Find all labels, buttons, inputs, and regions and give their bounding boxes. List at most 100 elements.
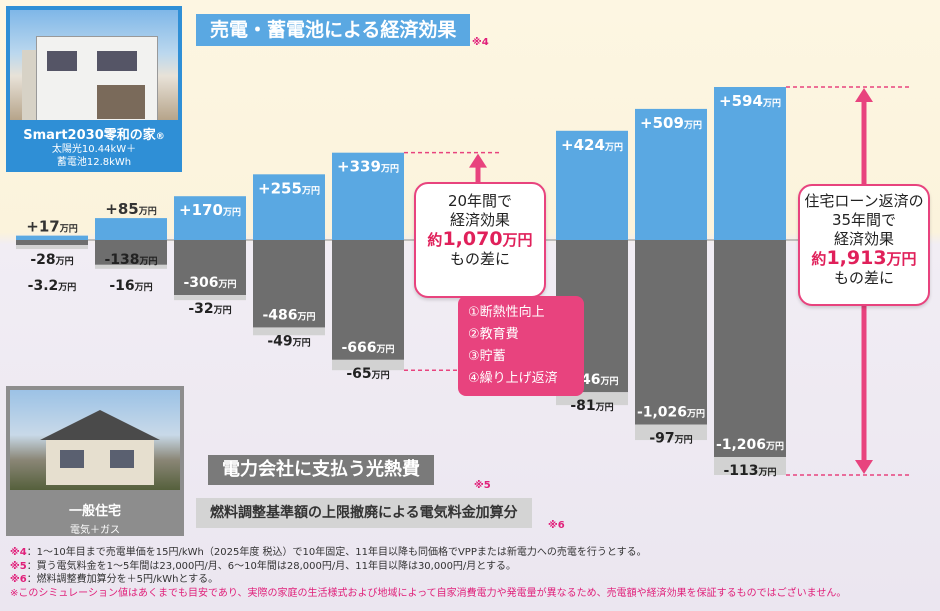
fuel-bar xyxy=(16,245,88,250)
fuel-bar xyxy=(635,424,707,441)
normal-house-name: 一般住宅 xyxy=(68,504,121,519)
negative-bar xyxy=(95,240,167,265)
callout-20-amount-line: 約1,070万円 xyxy=(416,230,544,250)
negative-bar xyxy=(253,240,325,328)
negative-label: -28万円 xyxy=(30,252,73,268)
benefit-item: ②教育費 xyxy=(468,327,519,342)
smart-house-spec1: 太陽光10.44kW＋ xyxy=(51,144,137,155)
benefit-item: ④繰り上げ返済 xyxy=(468,371,558,386)
positive-label: +17万円 xyxy=(26,218,77,236)
negative-label: -486万円 xyxy=(262,307,315,323)
negative-label: -138万円 xyxy=(104,252,157,268)
normal-house-spec: 電気＋ガス xyxy=(70,525,120,536)
benefit-item: ①断熱性向上 xyxy=(468,305,545,320)
fuel-banner: 燃料調整基準額の上限撤廃による電気料金加算分 xyxy=(196,498,532,528)
negative-label: -666万円 xyxy=(341,340,394,356)
positive-bar xyxy=(174,196,246,240)
fuel-label: -65万円 xyxy=(346,366,389,382)
negative-label: -1,206万円 xyxy=(716,437,784,453)
positive-label: +170万円 xyxy=(179,201,241,219)
callout-20-prefix: 約 xyxy=(427,231,443,249)
callout-20-amount: 1,070 xyxy=(442,228,503,250)
callout-20-years: 20年間で 経済効果 約1,070万円 もの差に xyxy=(414,182,546,298)
benefit-list: ①断熱性向上 ②教育費 ③貯蓄 ④繰り上げ返済 xyxy=(458,296,584,396)
positive-label: +339万円 xyxy=(337,158,399,176)
callout-35-line3: 経済効果 xyxy=(833,230,894,248)
footnote-4-mark: ※4 xyxy=(10,547,27,558)
arrow-20-years-head-up xyxy=(469,153,487,168)
callout-35-line2: 35年間で xyxy=(831,211,897,229)
positive-label: +85万円 xyxy=(105,200,156,218)
fuel-bar xyxy=(253,327,325,336)
fuel-label: -81万円 xyxy=(570,398,613,414)
negative-label: -306万円 xyxy=(183,275,236,291)
callout-35-prefix: 約 xyxy=(811,250,827,268)
positive-bar xyxy=(253,174,325,240)
fuel-label: -32万円 xyxy=(188,301,231,317)
smart-house-card: Smart2030零和の家® 太陽光10.44kW＋ 蓄電池12.8kWh xyxy=(6,6,182,172)
callout-20-unit: 万円 xyxy=(502,231,533,249)
footnote-5-mark: ※5 xyxy=(10,560,27,572)
fuel-label: -97万円 xyxy=(649,431,692,447)
fuel-label: -49万円 xyxy=(267,333,310,349)
fuel-note: ※6 xyxy=(548,520,565,531)
negative-bar xyxy=(174,240,246,296)
fuel-bar xyxy=(174,295,246,301)
positive-bar xyxy=(332,152,404,240)
callout-35-line5: もの差に xyxy=(833,269,894,287)
fuel-label: -16万円 xyxy=(109,278,152,294)
footnote-6-text: ：燃料調整費加算分を＋5円/kWhとする。 xyxy=(26,574,219,585)
smart-house-name-line: Smart2030零和の家® xyxy=(6,124,182,143)
positive-label: +424万円 xyxy=(561,136,623,154)
positive-label: +594万円 xyxy=(719,92,781,110)
pay-banner: 電力会社に支払う光熱費 xyxy=(208,455,434,485)
registered-mark: ® xyxy=(155,132,165,142)
callout-20-line4: もの差に xyxy=(449,250,510,268)
normal-house-card: 一般住宅 電気＋ガス xyxy=(6,386,184,536)
positive-bar xyxy=(16,235,88,240)
fuel-label: -113万円 xyxy=(723,463,776,479)
smart-house-photo xyxy=(10,10,178,120)
positive-label: +255万円 xyxy=(258,179,320,197)
benefit-item: ③貯蓄 xyxy=(468,349,506,364)
footnotes: ※4：1～10年目まで売電単価を15円/kWh（2025年度 税込）で10年固定… xyxy=(10,546,846,600)
footnote-5: ※5：買う電気料金を1～5年間は23,000円/月、6～10年間は28,000円… xyxy=(10,560,846,574)
negative-bar xyxy=(635,240,707,425)
footnote-6-mark: ※6 xyxy=(10,574,27,585)
callout-35-years: 住宅ローン返済の 35年間で 経済効果 約1,913万円 もの差に xyxy=(798,184,930,306)
negative-bar xyxy=(714,240,786,457)
title-note: ※4 xyxy=(472,37,489,48)
callout-20-line1: 20年間で xyxy=(447,192,513,210)
arrow-35-years-head-down xyxy=(855,460,873,474)
fuel-label: -3.2万円 xyxy=(28,278,77,294)
positive-label: +509万円 xyxy=(640,114,702,132)
chart-title: 売電・蓄電池による経済効果 xyxy=(196,14,471,46)
fuel-bar xyxy=(95,264,167,269)
footnote-4-text: ：1～10年目まで売電単価を15円/kWh（2025年度 税込）で10年固定、1… xyxy=(26,547,647,558)
callout-35-amount-line: 約1,913万円 xyxy=(800,249,928,269)
arrow-35-years-head-up xyxy=(855,88,873,102)
house-body xyxy=(36,36,158,120)
positive-bar xyxy=(95,218,167,240)
fuel-bar xyxy=(332,359,404,371)
negative-bar xyxy=(332,240,404,360)
positive-bar xyxy=(635,108,707,240)
callout-20-line2: 経済効果 xyxy=(449,211,510,229)
smart-house-spec2: 蓄電池12.8kWh xyxy=(56,157,132,168)
callout-35-unit: 万円 xyxy=(886,250,917,268)
footnote-6: ※6：燃料調整費加算分を＋5円/kWhとする。 xyxy=(10,573,846,587)
positive-bar xyxy=(556,130,628,240)
footnote-disclaimer: ※このシミュレーション値はあくまでも目安であり、実際の家庭の生活様式および地域に… xyxy=(10,587,847,599)
pay-note: ※5 xyxy=(474,480,491,491)
negative-label: -1,026万円 xyxy=(637,405,705,421)
positive-bar xyxy=(714,87,786,240)
normal-house-photo xyxy=(10,390,180,490)
footnote-4: ※4：1～10年目まで売電単価を15円/kWh（2025年度 税込）で10年固定… xyxy=(10,546,846,560)
footnote-5-text: ：買う電気料金を1～5年間は23,000円/月、6～10年間は28,000円/月… xyxy=(26,560,517,572)
fuel-bar xyxy=(714,457,786,475)
negative-bar xyxy=(16,240,88,246)
callout-35-amount: 1,913 xyxy=(826,247,887,269)
smart-house-name: Smart2030零和の家 xyxy=(23,128,156,143)
